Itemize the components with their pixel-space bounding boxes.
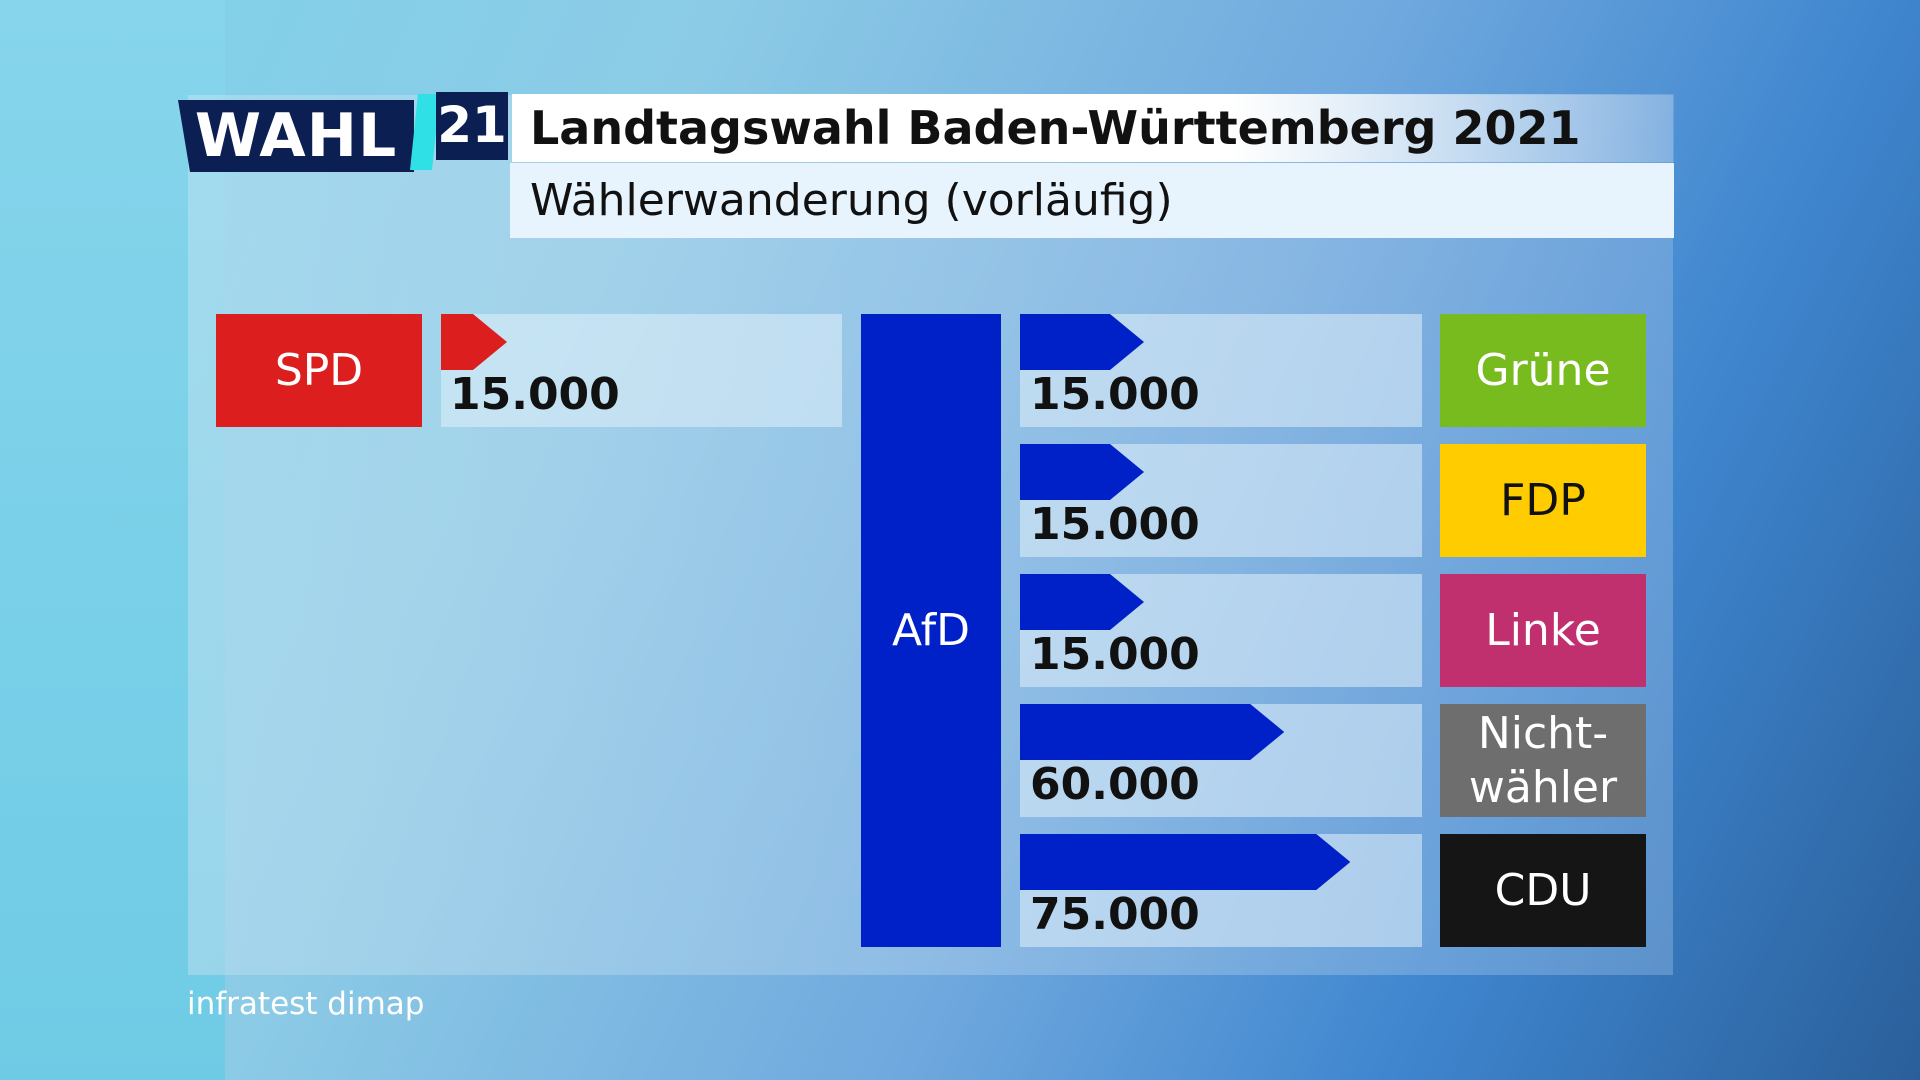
center-party-afd: AfD xyxy=(861,314,1001,947)
subtitle-box xyxy=(510,163,1674,238)
chart-title: Landtagswahl Baden-Württemberg 2021 xyxy=(530,101,1581,155)
wahl-logo: WAHL xyxy=(178,100,414,172)
party-box-grüne: Grüne xyxy=(1440,314,1646,427)
party-box-spd: SPD xyxy=(216,314,422,427)
source-label: infratest dimap xyxy=(187,986,425,1022)
wahl-logo-year: 21 xyxy=(436,92,508,160)
flow-arrow-cdu xyxy=(1020,834,1350,890)
party-box-linke: Linke xyxy=(1440,574,1646,687)
value-label-nicht-wähler: 60.000 xyxy=(1030,759,1200,810)
value-label-linke: 15.000 xyxy=(1030,629,1200,680)
flow-arrow-nicht-wähler xyxy=(1020,704,1284,760)
value-label-grüne: 15.000 xyxy=(1030,369,1200,420)
party-box-fdp: FDP xyxy=(1440,444,1646,557)
title-box xyxy=(512,94,1674,162)
party-box-cdu: CDU xyxy=(1440,834,1646,947)
track-spd xyxy=(441,314,842,427)
background-left-band xyxy=(0,0,225,1080)
party-box-nicht-wähler: Nicht- wähler xyxy=(1440,704,1646,817)
chart-subtitle: Wählerwanderung (vorläufig) xyxy=(530,175,1173,226)
value-label-fdp: 15.000 xyxy=(1030,499,1200,550)
value-label-cdu: 75.000 xyxy=(1030,889,1200,940)
value-label-spd: 15.000 xyxy=(450,369,620,420)
